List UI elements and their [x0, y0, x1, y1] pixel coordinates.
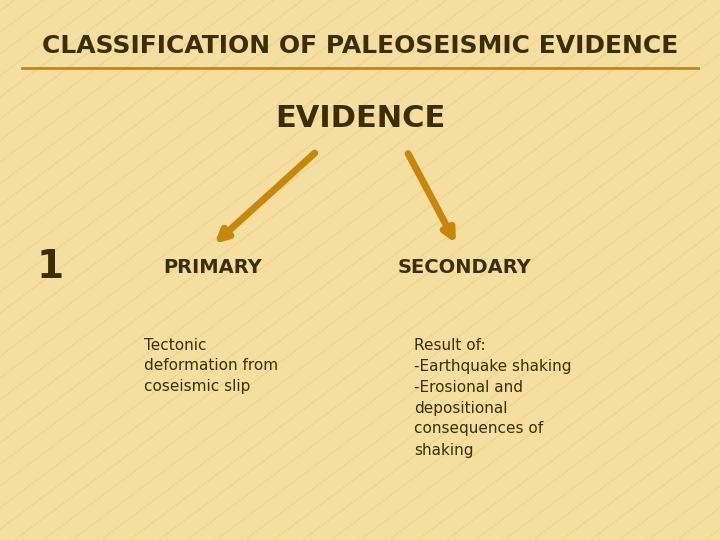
Text: Result of:
-Earthquake shaking
-Erosional and
depositional
consequences of
shaki: Result of: -Earthquake shaking -Erosiona… [414, 338, 572, 457]
Text: CLASSIFICATION OF PALEOSEISMIC EVIDENCE: CLASSIFICATION OF PALEOSEISMIC EVIDENCE [42, 34, 678, 58]
Text: 1: 1 [37, 248, 64, 286]
Text: PRIMARY: PRIMARY [163, 258, 262, 277]
Text: EVIDENCE: EVIDENCE [275, 104, 445, 133]
Text: SECONDARY: SECONDARY [397, 258, 531, 277]
Text: Tectonic
deformation from
coseismic slip: Tectonic deformation from coseismic slip [144, 338, 278, 395]
